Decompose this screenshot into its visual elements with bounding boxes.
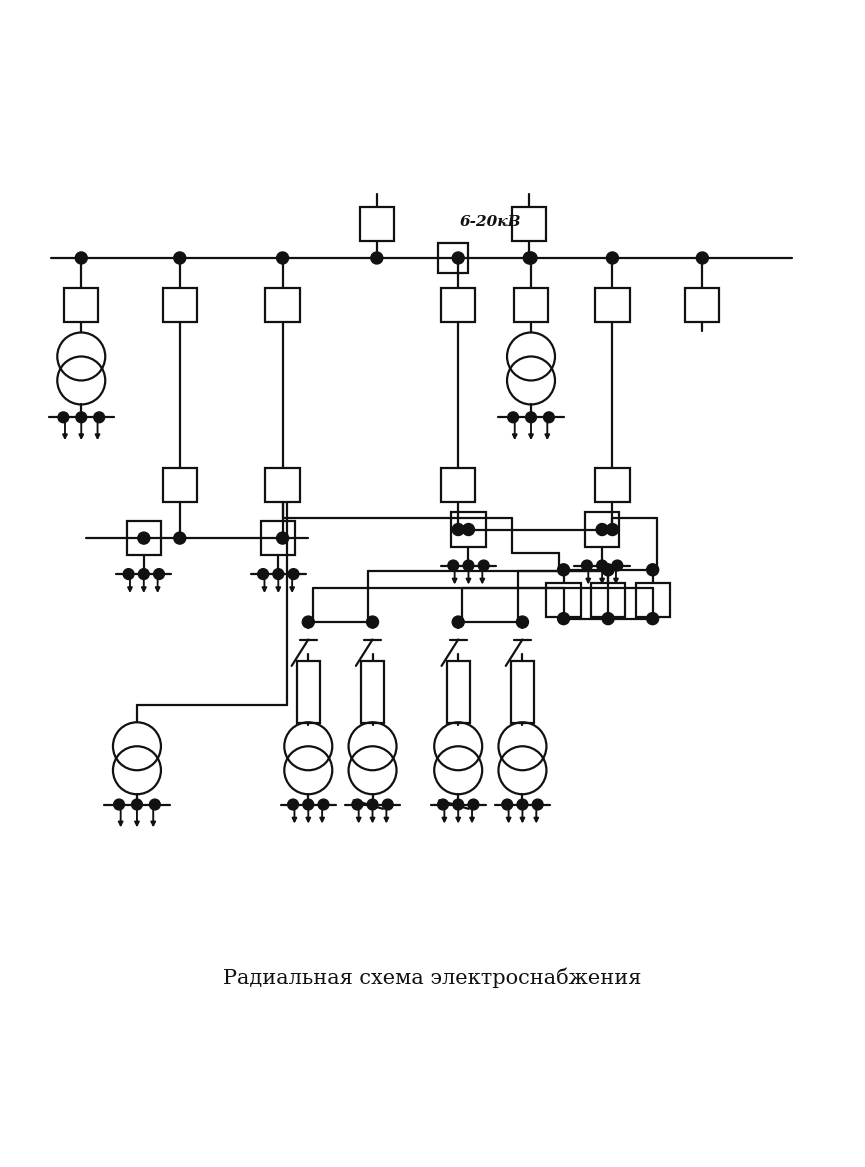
Bar	[261, 520, 296, 555]
Circle shape	[463, 560, 474, 571]
Bar	[360, 207, 394, 240]
Bar	[266, 468, 299, 502]
Circle shape	[558, 564, 569, 575]
Circle shape	[150, 799, 160, 810]
Bar	[441, 468, 476, 502]
Circle shape	[382, 799, 394, 810]
Circle shape	[532, 799, 543, 810]
Bar	[266, 288, 299, 322]
Bar	[685, 288, 720, 322]
Bar	[126, 520, 161, 555]
Circle shape	[647, 613, 658, 624]
Circle shape	[288, 568, 299, 580]
Circle shape	[131, 799, 143, 810]
Circle shape	[502, 799, 513, 810]
Bar	[595, 468, 630, 502]
Circle shape	[258, 568, 268, 580]
Bar	[163, 468, 197, 502]
Circle shape	[596, 524, 608, 536]
Circle shape	[318, 799, 329, 810]
Bar	[511, 662, 534, 724]
Circle shape	[602, 613, 614, 624]
Bar	[585, 512, 619, 546]
Bar	[441, 288, 476, 322]
Circle shape	[606, 252, 618, 264]
Bar	[64, 288, 99, 322]
Circle shape	[93, 412, 105, 422]
Circle shape	[303, 799, 314, 810]
Bar	[297, 662, 320, 724]
Circle shape	[352, 799, 362, 810]
Circle shape	[463, 524, 475, 536]
Circle shape	[371, 252, 383, 264]
Circle shape	[277, 532, 289, 544]
Circle shape	[526, 412, 536, 422]
Circle shape	[58, 412, 68, 422]
Bar	[447, 662, 470, 724]
Circle shape	[138, 568, 149, 580]
Circle shape	[272, 568, 284, 580]
Bar	[547, 582, 580, 617]
Bar	[512, 207, 547, 240]
Circle shape	[138, 532, 150, 544]
Circle shape	[696, 252, 708, 264]
Circle shape	[76, 412, 86, 422]
Bar	[595, 288, 630, 322]
Bar	[514, 288, 548, 322]
Circle shape	[113, 799, 125, 810]
Circle shape	[288, 799, 298, 810]
Circle shape	[367, 799, 378, 810]
Circle shape	[523, 252, 535, 264]
Bar	[438, 243, 468, 273]
Circle shape	[516, 616, 529, 628]
Bar	[163, 288, 197, 322]
Circle shape	[543, 412, 554, 422]
Circle shape	[75, 252, 87, 264]
Circle shape	[367, 616, 379, 628]
Bar	[636, 582, 670, 617]
Bar	[452, 512, 485, 546]
Circle shape	[606, 524, 618, 536]
Circle shape	[174, 532, 186, 544]
Circle shape	[123, 568, 134, 580]
Circle shape	[602, 564, 614, 575]
Circle shape	[154, 568, 164, 580]
Circle shape	[452, 524, 465, 536]
Text: Радиальная схема электроснабжения: Радиальная схема электроснабжения	[223, 967, 642, 987]
Bar	[591, 582, 625, 617]
Circle shape	[174, 252, 186, 264]
Bar	[362, 662, 384, 724]
Circle shape	[478, 560, 489, 571]
Circle shape	[277, 252, 289, 264]
Circle shape	[302, 616, 314, 628]
Text: 6-20кВ: 6-20кВ	[460, 215, 522, 229]
Circle shape	[612, 560, 623, 571]
Circle shape	[448, 560, 458, 571]
Circle shape	[597, 560, 607, 571]
Circle shape	[468, 799, 479, 810]
Circle shape	[558, 613, 569, 624]
Circle shape	[517, 799, 528, 810]
Circle shape	[452, 799, 464, 810]
Circle shape	[525, 252, 537, 264]
Circle shape	[452, 616, 465, 628]
Circle shape	[452, 252, 465, 264]
Circle shape	[581, 560, 593, 571]
Circle shape	[647, 564, 658, 575]
Circle shape	[508, 412, 518, 422]
Circle shape	[438, 799, 448, 810]
